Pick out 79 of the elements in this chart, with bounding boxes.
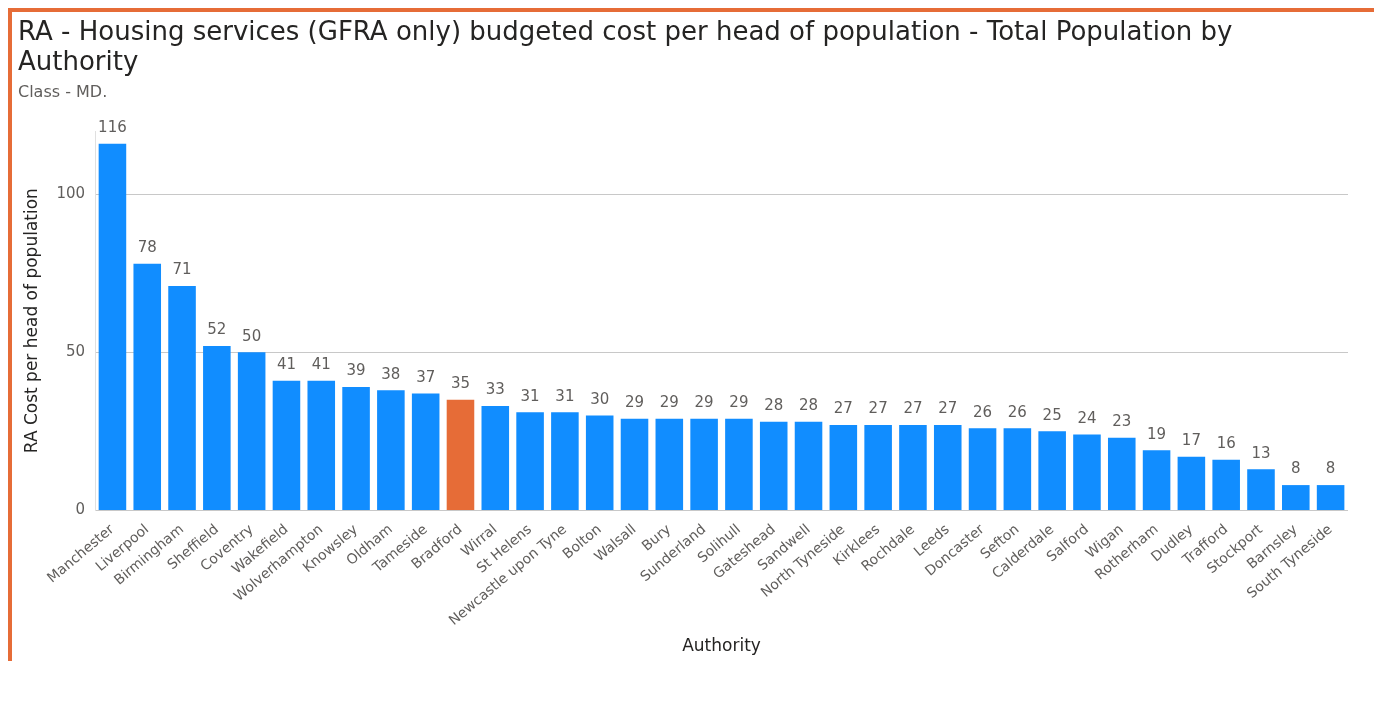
bar [1282,485,1310,510]
data-label: 27 [868,399,888,418]
data-label: 27 [938,399,958,418]
data-label: 78 [137,238,157,257]
bar [899,425,927,510]
data-label: 29 [624,393,645,412]
bar [1107,437,1136,510]
data-label: 19 [1147,424,1167,443]
data-label: 23 [1112,412,1132,431]
bar [1073,434,1101,510]
bar [690,418,718,510]
data-label: 41 [311,355,331,374]
y-tick-label: 0 [75,500,86,519]
data-label: 25 [1042,405,1062,424]
data-label: 27 [903,399,923,418]
data-label: 33 [485,380,505,399]
data-label: 35 [450,374,471,393]
bar [377,390,405,510]
bar [968,428,997,510]
data-label: 30 [590,389,610,408]
data-label: 29 [694,393,714,412]
data-label: 38 [381,364,401,383]
bar [481,406,510,510]
data-label: 31 [555,386,575,405]
bar [98,143,127,510]
bar [446,399,475,510]
bar [585,415,614,510]
data-label: 39 [346,361,366,380]
bar [1247,469,1275,510]
bar [237,352,266,510]
bar [829,425,858,510]
data-label: 13 [1251,443,1271,462]
data-label: 27 [833,399,853,418]
chart-subtitle: Class - MD. [18,82,109,101]
chart-title: RA - Housing services (GFRA only) budgeted cost per head of population - Total Population by Authority [18,15,1234,76]
bar [1038,431,1066,510]
bar [307,380,336,510]
data-label: 29 [659,393,679,412]
data-label: 29 [729,393,749,412]
bar [516,412,544,510]
bar [1316,485,1345,510]
bar [203,345,231,510]
data-label: 26 [973,402,993,421]
data-label: 8 [1325,459,1336,478]
bar [133,263,162,510]
bar [1212,459,1240,510]
bar [1003,428,1032,510]
bar [864,425,892,510]
data-label: 16 [1216,434,1236,453]
bar [655,418,684,510]
data-label: 50 [242,326,262,345]
data-label: 26 [1007,402,1027,421]
y-axis-title: RA Cost per head of population [20,188,41,454]
data-label: 71 [172,260,192,279]
data-label: 28 [764,396,784,415]
bar [620,418,649,510]
y-tick-label: 50 [65,342,86,361]
bar [272,380,301,510]
bar [794,421,823,510]
data-label: 116 [98,118,127,137]
y-tick-label: 100 [56,184,86,203]
data-label: 52 [207,320,227,339]
bar [168,285,196,510]
bar [1142,450,1171,510]
bar [1177,456,1206,510]
bar [342,387,370,510]
bar [411,393,440,510]
data-label: 8 [1291,459,1301,478]
bar [551,412,579,510]
data-label: 31 [520,386,540,405]
data-label: 24 [1077,408,1097,427]
x-axis-title: Authority [682,635,761,656]
bar [725,418,753,510]
data-label: 37 [416,367,436,386]
bar [759,421,788,510]
data-label: 41 [276,355,296,374]
bar [933,425,962,510]
data-label: 17 [1181,431,1201,450]
data-label: 28 [798,396,819,415]
